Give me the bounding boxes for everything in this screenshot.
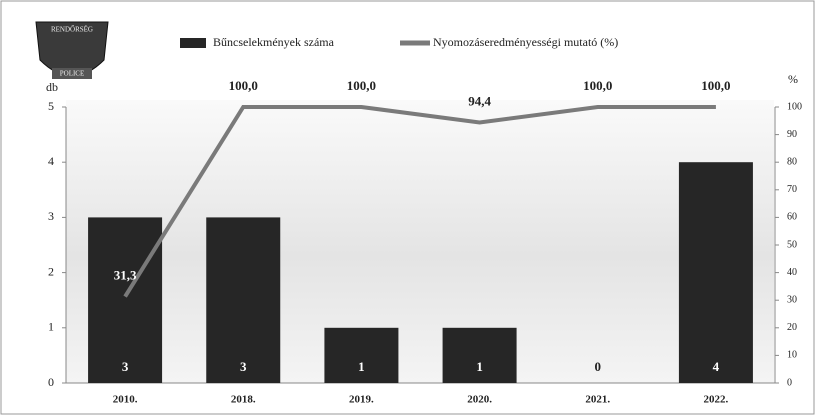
bar-value-label: 4	[713, 359, 720, 374]
bar-value-label: 3	[240, 359, 247, 374]
chart: RENDŐRSÉG POLICE db % 012345010203040506…	[0, 0, 815, 415]
y2-tick-label: 90	[787, 129, 797, 140]
y2-tick-label: 10	[787, 350, 797, 361]
line-value-label: 31,3	[114, 268, 137, 283]
x-tick-label: 2010.	[113, 394, 138, 406]
y-axis-title: db	[46, 80, 58, 94]
y2-tick-label: 70	[787, 184, 797, 195]
line-value-label: 100,0	[347, 78, 376, 93]
logo-bottom: POLICE	[60, 70, 85, 78]
bar	[679, 162, 753, 383]
x-tick-label: 2020.	[467, 394, 492, 406]
y2-tick-label: 50	[787, 239, 797, 250]
x-tick-label: 2022.	[704, 394, 729, 406]
line-value-label: 94,4	[468, 93, 491, 108]
logo-top: RENDŐRSÉG	[51, 26, 93, 34]
bar-value-label: 3	[122, 359, 129, 374]
legend-label: Bűncselekmények száma	[213, 35, 335, 49]
y2-tick-label: 30	[787, 294, 797, 305]
bar-value-label: 0	[595, 359, 602, 374]
y2-tick-label: 40	[787, 267, 797, 278]
y-tick-label: 4	[48, 154, 54, 168]
line-value-label: 100,0	[701, 78, 730, 93]
plot-background	[66, 100, 774, 383]
y-tick-label: 0	[48, 375, 54, 389]
x-tick-label: 2018.	[231, 394, 256, 406]
line-value-label: 100,0	[229, 78, 258, 93]
legend-swatch	[180, 38, 206, 48]
bar	[443, 328, 517, 383]
line-value-label: 100,0	[583, 78, 612, 93]
y2-tick-label: 60	[787, 212, 797, 223]
bar-value-label: 1	[476, 359, 483, 374]
y2-tick-label: 100	[787, 101, 802, 112]
x-tick-label: 2019.	[349, 394, 374, 406]
y2-tick-label: 20	[787, 322, 797, 333]
bar	[324, 328, 398, 383]
y-tick-label: 5	[48, 99, 54, 113]
legend-label: Nyomozáseredményességi mutató (%)	[433, 35, 618, 49]
y2-tick-label: 0	[787, 377, 792, 388]
y2-tick-label: 80	[787, 156, 797, 167]
y2-axis-title: %	[788, 72, 798, 86]
y-tick-label: 2	[48, 264, 54, 278]
x-tick-label: 2021.	[585, 394, 610, 406]
bar-value-label: 1	[358, 359, 365, 374]
y-tick-label: 1	[48, 320, 54, 334]
y-tick-label: 3	[48, 209, 54, 223]
